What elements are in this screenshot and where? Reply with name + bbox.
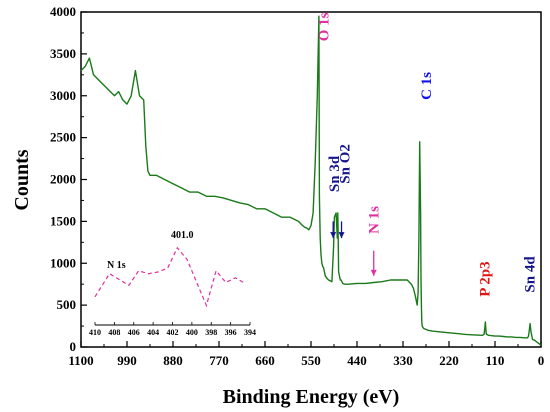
inset-peak-label: 401.0 [171, 230, 194, 241]
inset-tick-label: 396 [225, 328, 237, 337]
x-tick-label: 990 [117, 353, 137, 368]
x-tick-label: 660 [255, 353, 275, 368]
inset-n1s-line [94, 246, 246, 308]
peak-label: Sn O2 [338, 144, 354, 184]
y-tick-label: 4000 [50, 4, 76, 19]
y-tick-label: 3000 [50, 88, 76, 103]
inset-tick-label: 410 [89, 328, 101, 337]
inset-tick-label: 408 [108, 328, 120, 337]
peak-label: N 1s [367, 206, 383, 234]
y-tick-label: 2500 [50, 130, 76, 145]
y-axis-title: Counts [11, 149, 33, 210]
inset-tick-label: 400 [186, 328, 198, 337]
x-tick-label: 330 [393, 353, 413, 368]
x-tick-label: 1100 [68, 353, 93, 368]
x-axis-title: Binding Energy (eV) [223, 386, 400, 408]
x-tick-label: 550 [301, 353, 321, 368]
y-tick-label: 500 [57, 297, 77, 312]
x-tick-label: 440 [347, 353, 367, 368]
axes: 1100 990 880 770 660 550 440 330 220 110 005001000… [50, 4, 544, 368]
x-tick-label: 220 [439, 353, 459, 368]
x-tick-label: 880 [163, 353, 183, 368]
x-tick-label: 0 [538, 353, 545, 368]
peak-label: O 1s [317, 12, 333, 41]
series-layer [80, 15, 542, 346]
y-tick-label: 3500 [50, 46, 76, 61]
peak-arrow-head [338, 232, 345, 239]
inset-tick-label: 404 [147, 328, 159, 337]
plot-frame [80, 11, 542, 348]
peak-label: C 1s [419, 72, 435, 100]
peak-arrow-head [370, 269, 377, 276]
x-tick-label: 770 [209, 353, 229, 368]
peak-label: Sn 4d [522, 256, 538, 293]
inset-title: N 1s [107, 260, 126, 271]
y-tick-label: 1000 [50, 255, 76, 270]
y-tick-label: 1500 [50, 213, 76, 228]
peak-label: Sn 3d [327, 155, 343, 192]
peak-label: P 2p3 [478, 261, 494, 296]
x-tick-label: 110 [486, 353, 505, 368]
inset-n1s: 410 408 406 404 402 400 398 396 394 N 1s 401.0 [89, 230, 256, 337]
inset-tick-label: 402 [167, 328, 179, 337]
peak-arrow-head [330, 232, 337, 239]
inset-tick-label: 398 [205, 328, 217, 337]
inset-tick-label: 394 [244, 328, 256, 337]
y-tick-label: 0 [70, 339, 77, 354]
spectrum-line [80, 15, 542, 346]
inset-tick-label: 406 [128, 328, 140, 337]
y-tick-label: 2000 [50, 172, 76, 187]
